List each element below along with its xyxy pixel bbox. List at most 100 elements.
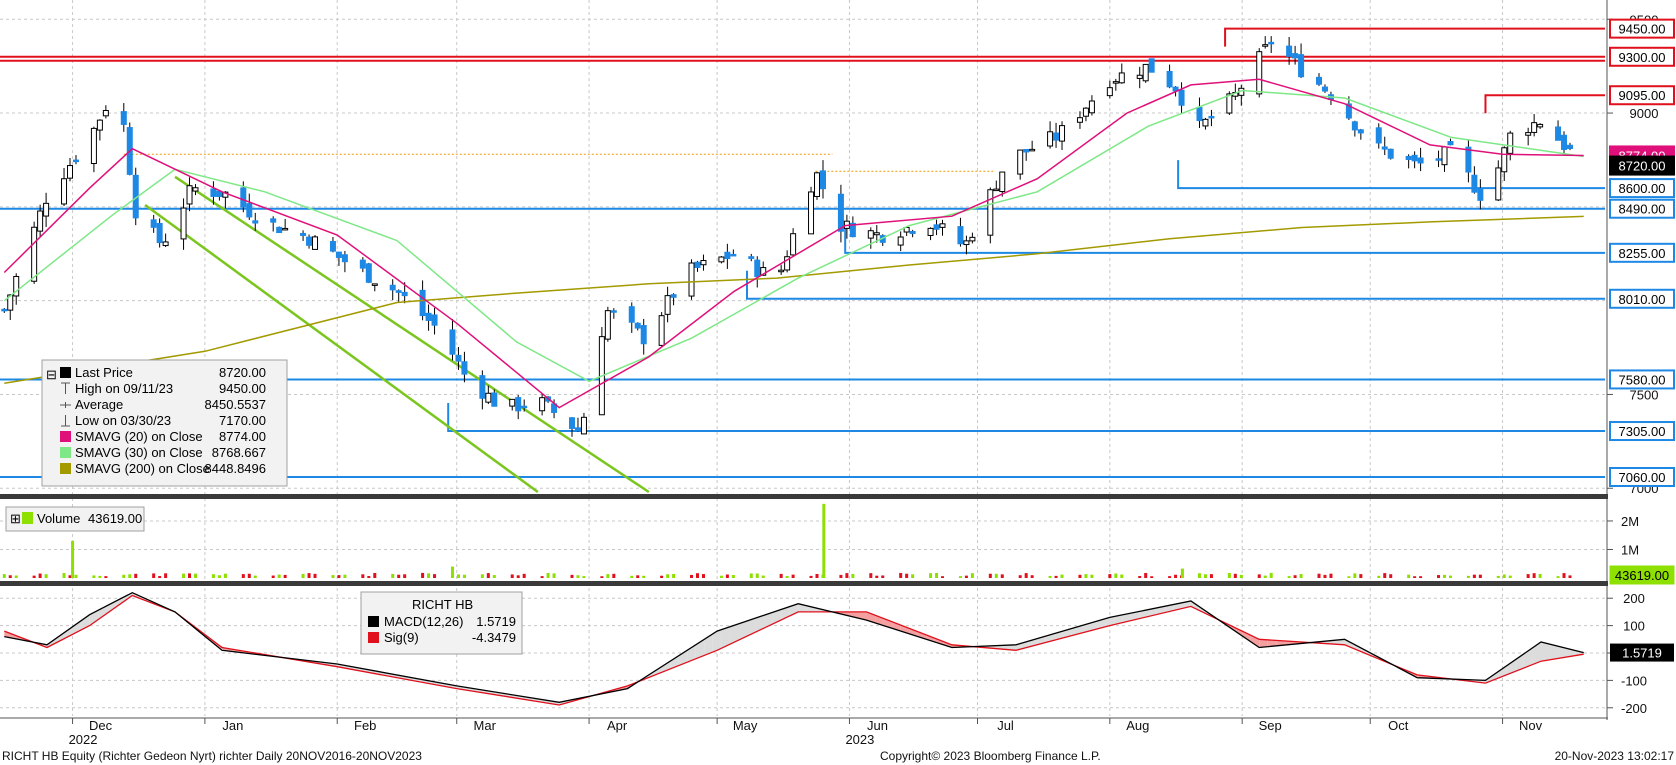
candle-body <box>604 310 611 340</box>
candle-body <box>341 254 348 263</box>
volume-bar <box>486 573 490 578</box>
macd-legend-title: RICHT HB <box>412 597 473 612</box>
price-legend[interactable]: Last Price 8720.00 High on 09/11/23 9450.00… <box>41 359 288 487</box>
level-line <box>447 403 1605 433</box>
candle-body <box>246 203 253 218</box>
volume-bar <box>462 574 466 578</box>
time-tick-label: Sep <box>1259 718 1282 733</box>
volume-bar <box>779 573 783 578</box>
candle-body <box>240 187 247 208</box>
candle-body <box>568 417 575 429</box>
volume-bar <box>104 576 108 578</box>
volume-spike-bar <box>71 540 75 578</box>
candle-body <box>306 236 313 246</box>
macd-fill <box>115 597 124 608</box>
volume-bar <box>958 576 962 578</box>
macd-fill <box>1233 626 1243 636</box>
candle-body <box>819 170 826 190</box>
macd-fill <box>1003 644 1012 650</box>
year-label: 2022 <box>69 732 98 747</box>
macd-line <box>4 591 1584 703</box>
candle-body <box>849 222 856 238</box>
level-tag-box <box>1609 369 1675 390</box>
macd-fill <box>926 634 935 643</box>
volume-bar <box>421 572 425 578</box>
candle-body <box>300 232 307 236</box>
candle-body <box>933 224 940 230</box>
volume-bar <box>1353 573 1357 578</box>
candle-body <box>162 241 169 247</box>
volume-bar <box>1562 573 1566 578</box>
volume-bar <box>1496 575 1500 578</box>
level-tag-box <box>1609 466 1675 487</box>
volume-bar <box>690 574 694 578</box>
volume-bar <box>785 576 789 578</box>
volume-bar <box>899 572 903 578</box>
volume-legend-value: 43619.00 <box>88 511 142 526</box>
level-tag-box <box>1609 198 1675 219</box>
macd-axis: 200 100 -100 -200 1.5719 <box>0 591 1674 719</box>
volume-bar <box>403 574 407 578</box>
legend-collapse-icon: ⊟ <box>46 367 57 382</box>
macd-fill <box>764 612 773 629</box>
time-tick-label: Jun <box>867 718 888 733</box>
volume-bar <box>1108 574 1112 578</box>
volume-bar <box>1443 574 1446 578</box>
macd-fill <box>849 611 858 619</box>
average-dotted-line <box>123 153 995 172</box>
volume-bar <box>164 573 168 578</box>
candle-body <box>120 111 127 125</box>
sig-legend-value: -4.3479 <box>472 630 516 645</box>
time-tick-label: Aug <box>1126 718 1149 733</box>
legend-value: 8450.5537 <box>205 397 266 412</box>
price-axis: 9500900075007000 <box>1606 0 1658 720</box>
macd-fill <box>721 626 730 649</box>
macd-fill <box>729 623 739 645</box>
candle-body <box>96 119 103 131</box>
price-level-tags: 9450.009300.009095.008774.008720.008600.… <box>1609 18 1675 487</box>
macd-fill <box>1114 614 1123 625</box>
sma200-line <box>4 215 1584 384</box>
candle-body <box>425 312 432 321</box>
candle-body <box>1106 87 1113 97</box>
macd-fill <box>1353 643 1362 652</box>
volume-bar <box>1317 573 1321 578</box>
candle-body <box>1178 89 1185 106</box>
volume-legend[interactable]: ⊞ Volume 43619.00 <box>5 506 145 532</box>
macd-last-label: 1.5719 <box>1622 646 1662 661</box>
volume-bar <box>492 575 496 578</box>
volume-bar <box>791 574 795 578</box>
volume-bar <box>223 573 227 578</box>
legend-label: Average <box>75 397 123 412</box>
macd-fill <box>670 655 679 669</box>
panel-separator-top[interactable] <box>0 494 1608 499</box>
volume-bar <box>373 572 377 578</box>
macd-fill <box>1122 613 1132 623</box>
macd-fill <box>678 650 688 666</box>
macd-fill <box>934 638 944 645</box>
panel-separator-bottom[interactable] <box>0 581 1608 586</box>
candle-body <box>1351 121 1358 131</box>
volume-bar <box>630 575 634 578</box>
legend-label: Low on 03/30/23 <box>75 413 171 428</box>
macd-fill <box>55 632 65 644</box>
candle-body <box>1226 93 1233 114</box>
candle-body <box>1357 129 1364 134</box>
candle-body <box>1471 174 1478 193</box>
candle-body <box>1196 106 1203 121</box>
candle-body <box>270 218 277 223</box>
volume-bar <box>427 573 431 578</box>
candle-body <box>1435 158 1442 161</box>
volume-bar <box>44 574 48 578</box>
candle-body <box>634 322 641 329</box>
legend-label: SMAVG (200) on Close <box>75 461 210 476</box>
signal-line <box>4 594 1584 706</box>
volume-bar <box>74 574 78 578</box>
volume-bar <box>1018 575 1022 578</box>
macd-legend[interactable]: RICHT HB MACD(12,26) 1.5719 Sig(9) -4.34… <box>360 591 523 655</box>
sma30-line <box>3 89 1584 383</box>
time-tick-label: Dec <box>89 718 113 733</box>
volume-bar <box>839 574 843 578</box>
candle-body <box>718 256 725 263</box>
volume-bar <box>1060 574 1064 578</box>
